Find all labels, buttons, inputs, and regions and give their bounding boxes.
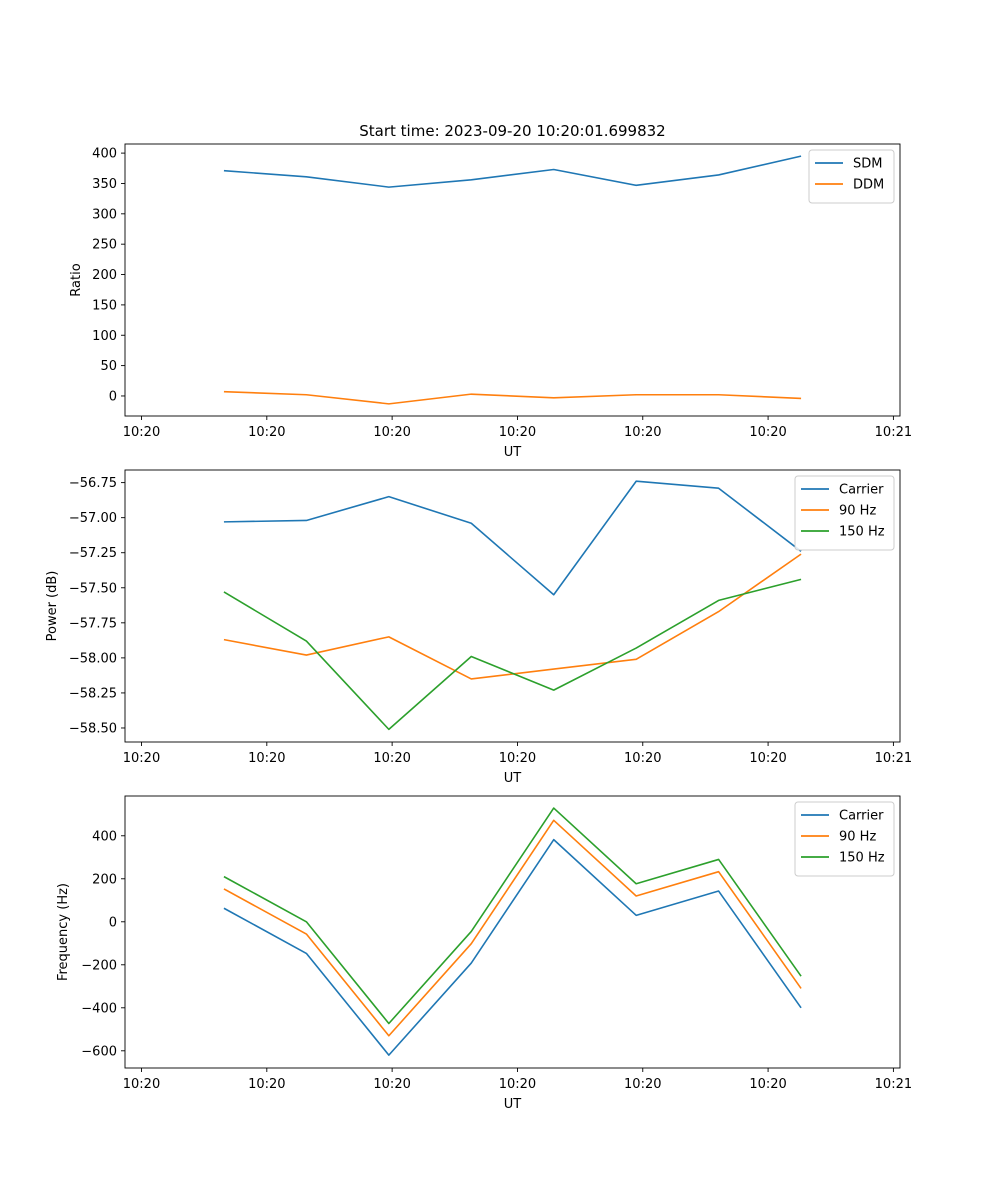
- x-tick-label: 10:20: [624, 425, 661, 440]
- y-tick-label: −600: [81, 1044, 117, 1059]
- x-tick-label: 10:20: [123, 751, 160, 766]
- y-tick-label: −58.25: [69, 686, 117, 701]
- x-tick-label: 10:20: [373, 1077, 410, 1092]
- y-tick-label: 0: [109, 915, 117, 930]
- y-tick-label: 400: [92, 829, 117, 844]
- legend-label: Carrier: [839, 483, 884, 498]
- y-tick-label: 200: [92, 872, 117, 887]
- legend-label: 150 Hz: [839, 525, 885, 540]
- x-tick-label: 10:20: [373, 425, 410, 440]
- x-tick-label: 10:20: [248, 751, 285, 766]
- y-tick-label: −57.75: [69, 616, 117, 631]
- legend-label: 90 Hz: [839, 504, 876, 519]
- series-line-carrier: [223, 480, 802, 596]
- y-tick-label: −58.50: [69, 721, 117, 736]
- series-line-carrier: [223, 838, 802, 1056]
- y-tick-label: 250: [92, 238, 117, 253]
- x-tick-label: 10:20: [248, 425, 285, 440]
- y-tick-label: 0: [109, 389, 117, 404]
- y-tick-label: 50: [100, 359, 117, 374]
- panel-2: 10:20 10:20 10:20 10:20 10:20 10:20 10:21 −58.5…: [45, 469, 912, 786]
- x-tick-label: 10:20: [499, 425, 536, 440]
- plot-frame: [124, 469, 901, 743]
- x-tick-label: 10:20: [624, 1077, 661, 1092]
- y-tick-label: −57.50: [69, 581, 117, 596]
- series-line-90-hz: [223, 553, 802, 680]
- x-tick-label: 10:21: [875, 425, 912, 440]
- x-tick-label: 10:20: [373, 751, 410, 766]
- x-tick-label: 10:20: [749, 751, 786, 766]
- x-axis-label: UT: [504, 445, 522, 460]
- series-line-ddm: [223, 390, 802, 405]
- x-tick-label: 10:20: [499, 1077, 536, 1092]
- y-tick-label: 300: [92, 207, 117, 222]
- y-tick-label: −57.00: [69, 511, 117, 526]
- plot-frame: [124, 143, 901, 417]
- y-axis-label: Frequency (Hz): [56, 883, 71, 981]
- legend-label: DDM: [853, 178, 884, 193]
- y-tick-label: −56.75: [69, 476, 117, 491]
- y-tick-label: −57.25: [69, 546, 117, 561]
- y-axis-label: Power (dB): [45, 571, 60, 642]
- plot-frame: [124, 795, 901, 1069]
- series-line-90-hz: [223, 819, 802, 1037]
- x-tick-label: 10:20: [499, 751, 536, 766]
- y-tick-label: −200: [81, 958, 117, 973]
- y-tick-label: −400: [81, 1001, 117, 1016]
- chart-title: Start time: 2023-09-20 10:20:01.699832: [359, 122, 665, 140]
- y-tick-label: 200: [92, 268, 117, 283]
- panel-3: 10:20 10:20 10:20 10:20 10:20 10:20 10:21 −600 −…: [56, 795, 912, 1112]
- y-tick-label: 350: [92, 177, 117, 192]
- x-tick-label: 10:21: [875, 751, 912, 766]
- series-line-150-hz: [223, 807, 802, 1025]
- x-tick-label: 10:20: [749, 425, 786, 440]
- series-line-150-hz: [223, 578, 802, 731]
- legend-label: SDM: [853, 157, 882, 172]
- x-axis-label: UT: [504, 1097, 522, 1112]
- legend-label: 90 Hz: [839, 830, 876, 845]
- y-axis-label: Ratio: [69, 263, 84, 296]
- y-tick-label: −58.00: [69, 651, 117, 666]
- legend: SDM DDM: [808, 149, 895, 204]
- series-line-sdm: [223, 155, 802, 188]
- x-axis-label: UT: [504, 771, 522, 786]
- legend-label: 150 Hz: [839, 851, 885, 866]
- x-tick-label: 10:20: [248, 1077, 285, 1092]
- y-tick-label: 150: [92, 298, 117, 313]
- x-tick-label: 10:20: [749, 1077, 786, 1092]
- y-tick-label: 100: [92, 329, 117, 344]
- legend: Carrier 90 Hz 150 Hz: [794, 801, 895, 877]
- x-tick-label: 10:20: [123, 1077, 160, 1092]
- x-tick-label: 10:20: [624, 751, 661, 766]
- x-tick-label: 10:20: [123, 425, 160, 440]
- y-tick-label: 400: [92, 147, 117, 162]
- legend-label: Carrier: [839, 809, 884, 824]
- legend: Carrier 90 Hz 150 Hz: [794, 475, 895, 551]
- x-tick-label: 10:21: [875, 1077, 912, 1092]
- panel-1: 10:20 10:20 10:20 10:20 10:20 10:20 10:21 0 50 10…: [69, 122, 912, 460]
